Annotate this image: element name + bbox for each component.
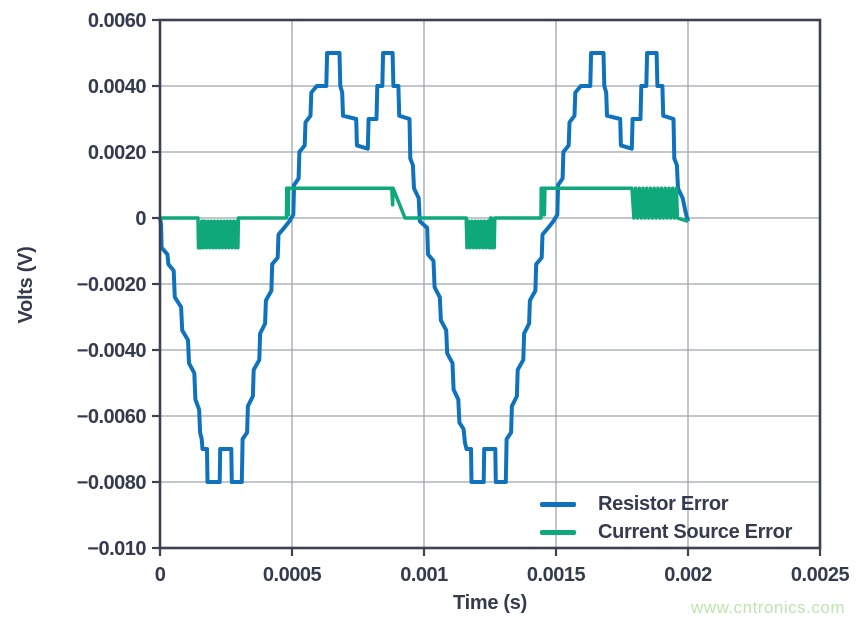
x-tick-label: 0.0005 bbox=[263, 564, 322, 586]
x-tick-label: 0.0015 bbox=[527, 564, 586, 586]
y-tick-label: 0 bbox=[135, 208, 146, 230]
y-tick-label: 0.0060 bbox=[88, 10, 147, 32]
y-axis-title: Volts (V) bbox=[15, 246, 37, 324]
x-tick-label: 0.0025 bbox=[791, 564, 850, 586]
x-axis-title: Time (s) bbox=[453, 592, 527, 614]
watermark: www.cntronics.com bbox=[691, 598, 845, 617]
legend-item-current-source-error: Current Source Error bbox=[540, 520, 792, 545]
resistor-error-swatch bbox=[540, 502, 576, 507]
x-tick-label: 0.002 bbox=[664, 564, 712, 586]
legend-item-resistor-error: Resistor Error bbox=[540, 492, 792, 517]
x-tick-label: 0.001 bbox=[400, 564, 448, 586]
resistor-error-line bbox=[158, 51, 690, 484]
y-tick-label: −0.0040 bbox=[77, 340, 147, 362]
y-tick-label: −0.010 bbox=[87, 538, 146, 560]
y-tick-label: 0.0040 bbox=[88, 76, 147, 98]
legend-label-resistor-error: Resistor Error bbox=[598, 493, 729, 515]
legend: Resistor Error Current Source Error bbox=[540, 492, 792, 545]
x-tick-label: 0 bbox=[155, 564, 166, 586]
y-tick-label: −0.0020 bbox=[77, 274, 147, 296]
y-tick-label: −0.0080 bbox=[77, 472, 147, 494]
current-source-error-swatch bbox=[540, 530, 576, 535]
legend-label-current-source-error: Current Source Error bbox=[598, 521, 793, 543]
y-tick-label: 0.0020 bbox=[88, 142, 147, 164]
y-tick-label: −0.0060 bbox=[77, 406, 147, 428]
current-source-error-line bbox=[160, 186, 689, 250]
